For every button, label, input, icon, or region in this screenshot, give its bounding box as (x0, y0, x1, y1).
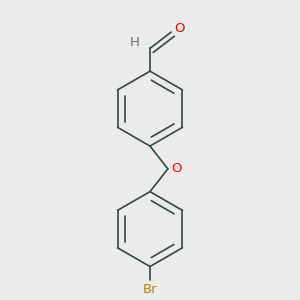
Text: Br: Br (143, 283, 157, 296)
Text: O: O (174, 22, 184, 35)
Text: O: O (171, 162, 181, 176)
Text: H: H (129, 36, 139, 49)
